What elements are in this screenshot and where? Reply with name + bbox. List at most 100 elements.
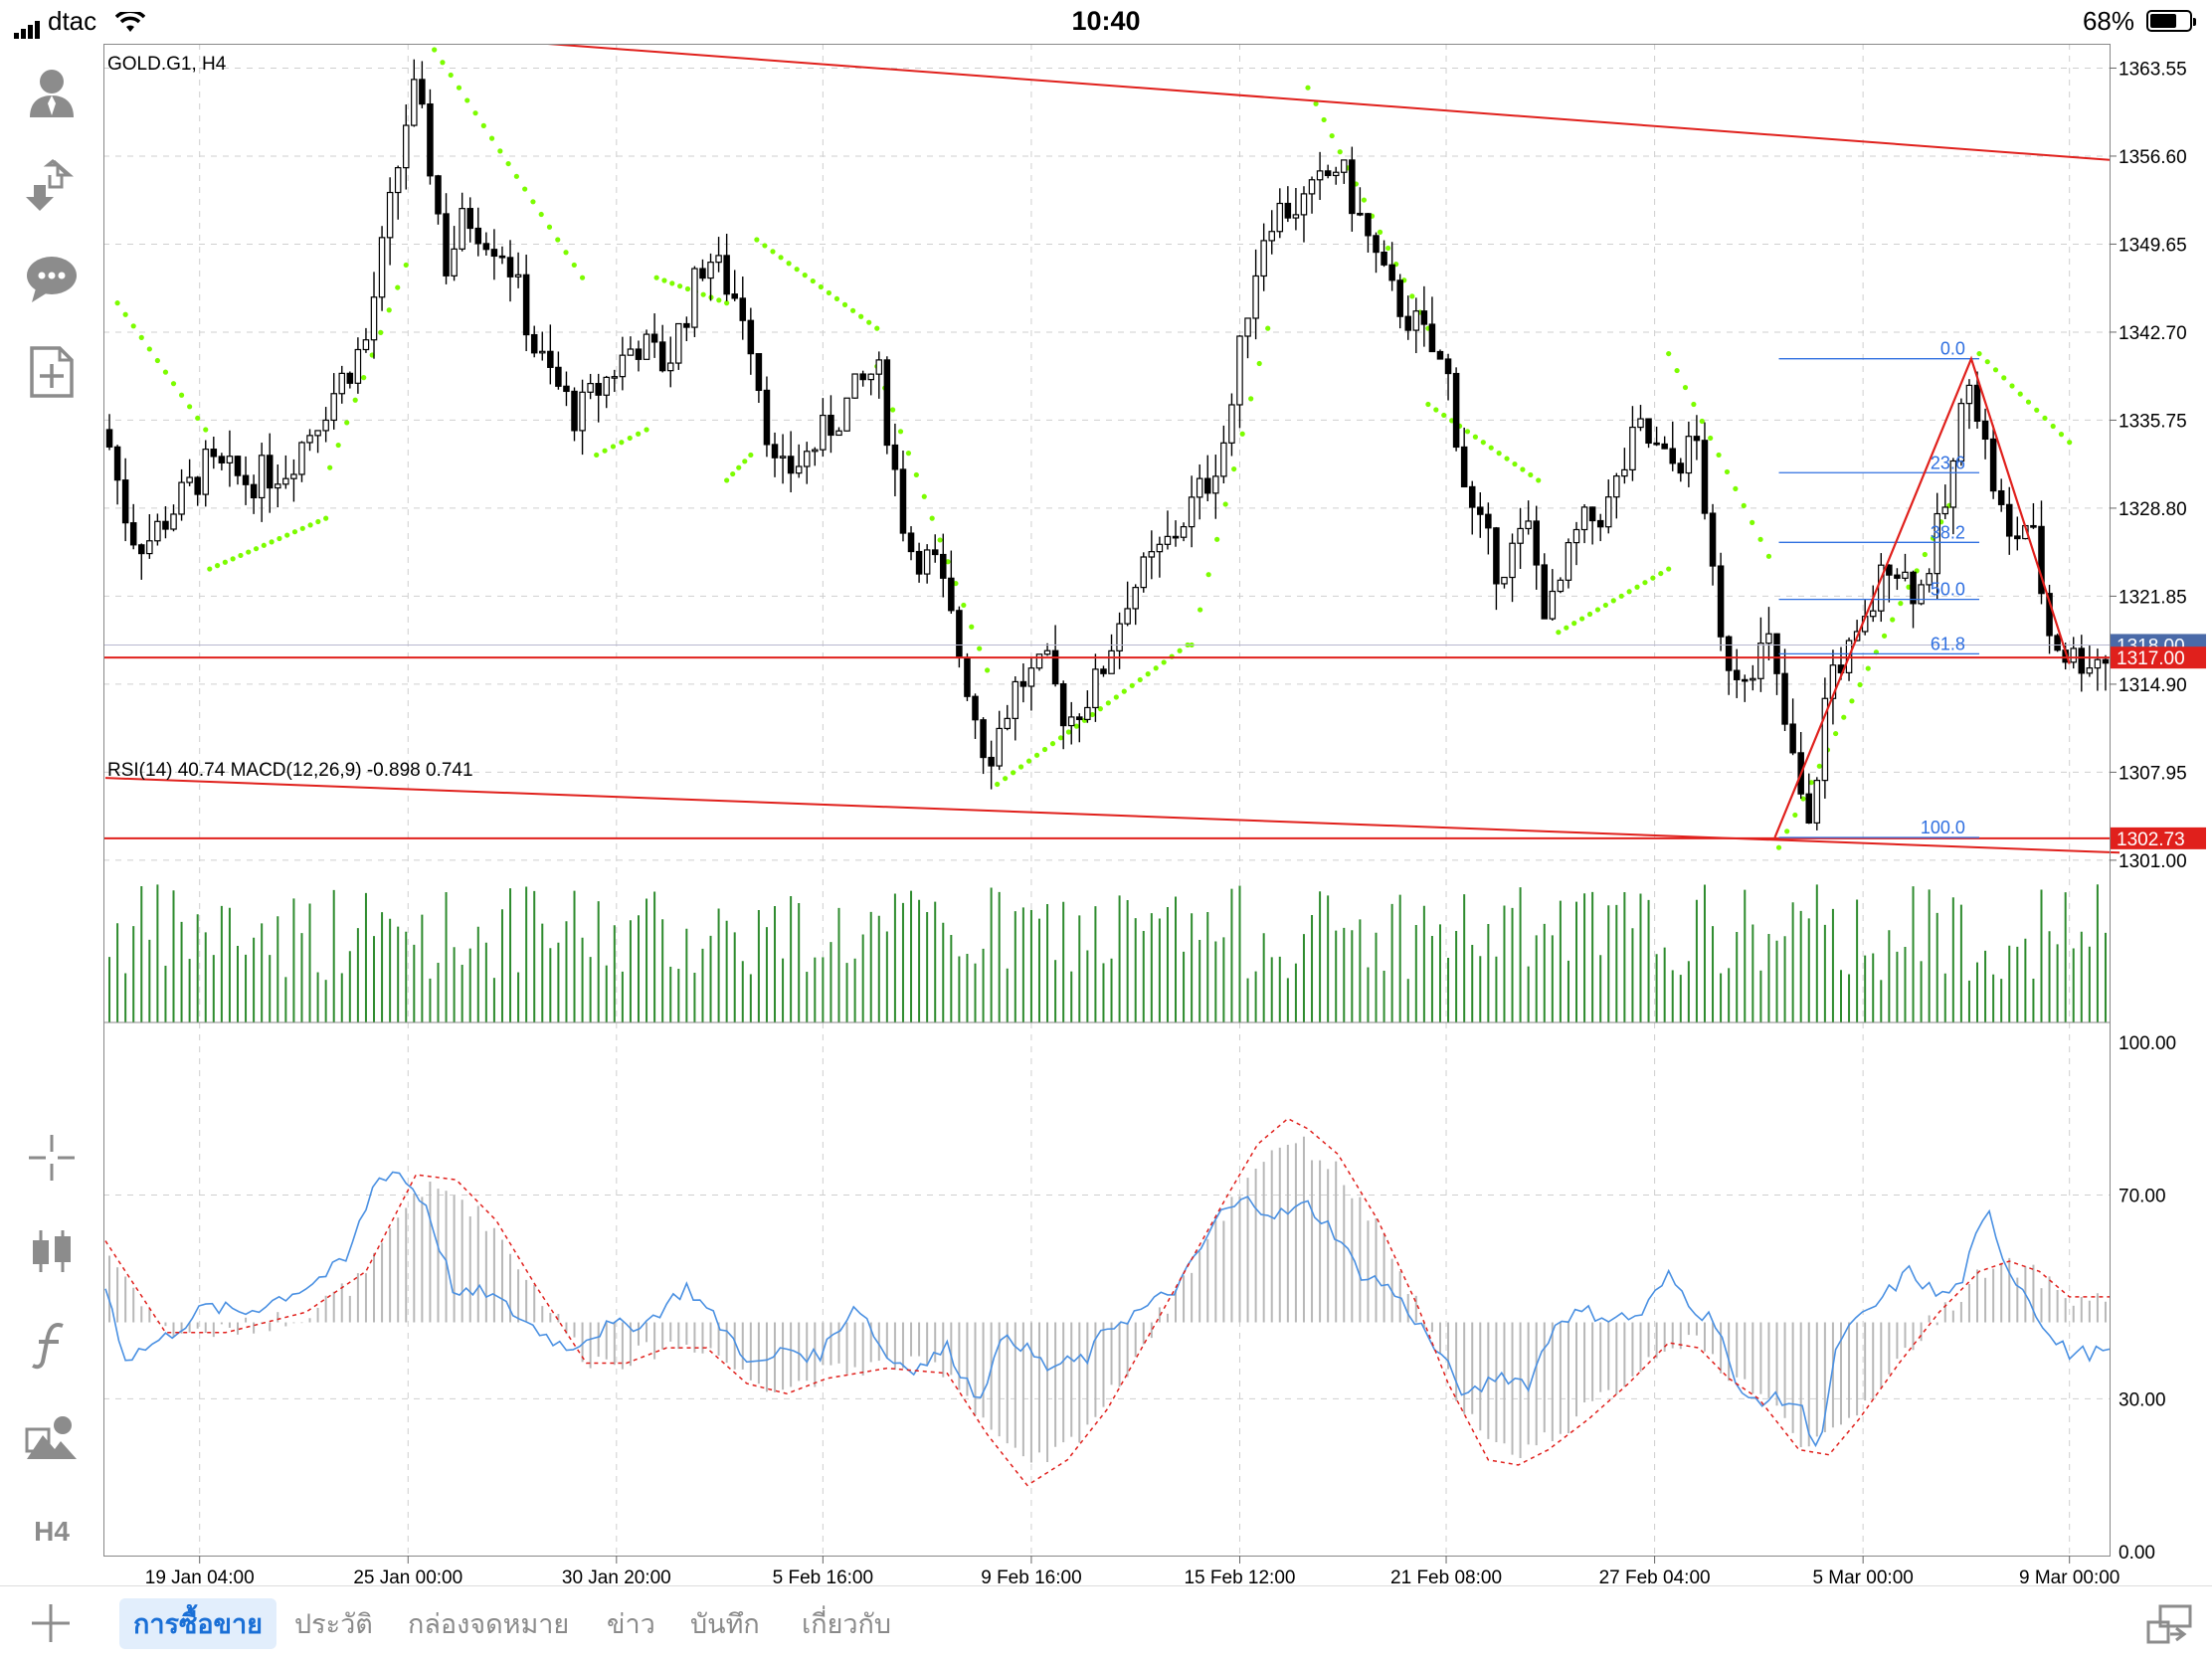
candle-body — [1805, 793, 1813, 824]
candle-body — [346, 372, 354, 384]
sar-dot — [1512, 461, 1518, 467]
sar-dot — [456, 85, 462, 91]
sar-dot — [1205, 572, 1211, 578]
sar-dot — [1724, 468, 1731, 475]
candle-body — [931, 549, 939, 556]
add-icon[interactable] — [30, 1602, 72, 1644]
sar-dot — [571, 262, 577, 269]
candle-body — [1203, 477, 1211, 494]
sar-dot — [1145, 671, 1151, 677]
candle-body — [1997, 489, 2005, 505]
tab-2[interactable]: กล่องจดหมาย — [408, 1609, 570, 1639]
function-icon — [32, 1323, 64, 1370]
sar-dot — [195, 415, 201, 422]
candle-body — [795, 465, 803, 474]
candle-body — [1381, 252, 1387, 266]
candle-body — [1629, 426, 1636, 470]
chat-button[interactable] — [22, 249, 82, 308]
candle-body — [1043, 649, 1051, 655]
candle-body — [1276, 202, 1284, 233]
clock: 10:40 — [1071, 6, 1141, 36]
price-chart[interactable]: 0.0 23.6 38.2 50.0 61.8 100.0 1363.55 1356.60 1… — [103, 44, 2212, 1601]
battery-icon — [2146, 10, 2196, 32]
sar-dot — [841, 301, 848, 307]
sar-dot — [130, 323, 136, 329]
sar-dot — [555, 237, 561, 243]
sar-dot — [522, 186, 528, 192]
sar-dot — [1849, 698, 1855, 704]
candle-body — [1412, 310, 1420, 331]
sar-dot — [1161, 659, 1167, 665]
new-order-button[interactable] — [22, 342, 82, 402]
candle-body — [763, 389, 771, 446]
price-label-text: 1302.73 — [2117, 830, 2185, 850]
sar-dot — [1256, 360, 1262, 367]
candle-body — [1565, 541, 1572, 581]
candle-body — [1886, 564, 1893, 576]
sar-dot — [1765, 553, 1772, 559]
crosshair-button[interactable] — [22, 1128, 82, 1188]
signal-strength-icon — [14, 8, 42, 39]
candle-body — [210, 449, 218, 458]
candle-body — [1517, 527, 1524, 544]
sar-dot — [1329, 132, 1335, 139]
candle-body — [170, 513, 177, 530]
sar-dot — [386, 307, 392, 313]
sar-dot — [770, 249, 776, 255]
candle-body — [1965, 384, 1973, 405]
candle-body — [1260, 240, 1267, 277]
candle-body — [787, 456, 795, 474]
channel-upper-line — [534, 44, 2111, 161]
sar-dot — [480, 122, 486, 128]
indicators-button[interactable] — [22, 1315, 82, 1375]
candle-body — [956, 610, 963, 658]
trade-button[interactable] — [22, 155, 82, 215]
layout-icon[interactable] — [2146, 1604, 2192, 1644]
tab-1[interactable]: ประวัติ — [294, 1609, 373, 1639]
candle-body — [828, 414, 834, 437]
price-tick-label: 1363.55 — [2119, 59, 2187, 80]
sar-dot — [1321, 116, 1327, 123]
tab-0[interactable]: การซื้อขาย — [119, 1598, 276, 1649]
sar-dot — [261, 542, 267, 548]
time-tick-label: 5 Mar 00:00 — [1812, 1568, 1913, 1588]
chart-area[interactable]: 0.0 23.6 38.2 50.0 61.8 100.0 1363.55 1356.60 1… — [103, 44, 2212, 1601]
price-tick-label: 1356.60 — [2119, 147, 2187, 168]
sar-dot — [1564, 625, 1569, 631]
candle-body — [330, 393, 337, 422]
triangle-pattern-line — [1773, 355, 2071, 838]
candle-body — [1596, 519, 1604, 528]
chart-type-button[interactable] — [22, 1221, 82, 1281]
osc-tick-label: 0.00 — [2119, 1543, 2155, 1564]
candle-body — [1981, 420, 1989, 441]
sar-dot — [2001, 375, 2007, 381]
candle-body — [1035, 653, 1043, 669]
sar-dot — [995, 781, 1001, 788]
candle-body — [859, 373, 866, 381]
tab-5[interactable]: เกี่ยวกับ — [802, 1609, 892, 1639]
sar-dot — [1733, 485, 1739, 492]
tab-4[interactable]: บันทึก — [690, 1609, 760, 1639]
sar-dot — [627, 435, 633, 442]
tab-3[interactable]: ข่าว — [607, 1609, 655, 1639]
account-button[interactable] — [22, 62, 82, 121]
candle-body — [1316, 170, 1324, 181]
carrier: dtac — [14, 6, 146, 39]
sar-dot — [1488, 445, 1494, 451]
candle-body — [2102, 658, 2110, 664]
candle-body — [2054, 635, 2061, 651]
candle-body — [2078, 647, 2086, 674]
sar-dot — [146, 346, 152, 352]
rsi-line — [104, 1171, 2111, 1448]
candle-body — [996, 727, 1003, 767]
timeframe-button[interactable]: H4 — [22, 1502, 82, 1562]
candle-body — [1140, 556, 1148, 589]
sar-dot — [538, 211, 544, 218]
objects-button[interactable] — [22, 1408, 82, 1468]
candle-body — [1196, 477, 1203, 498]
candle-body — [747, 319, 755, 355]
sar-dot — [1857, 681, 1863, 688]
candle-body — [1613, 475, 1620, 498]
candle-body — [146, 540, 153, 555]
sar-dot — [1792, 812, 1798, 819]
